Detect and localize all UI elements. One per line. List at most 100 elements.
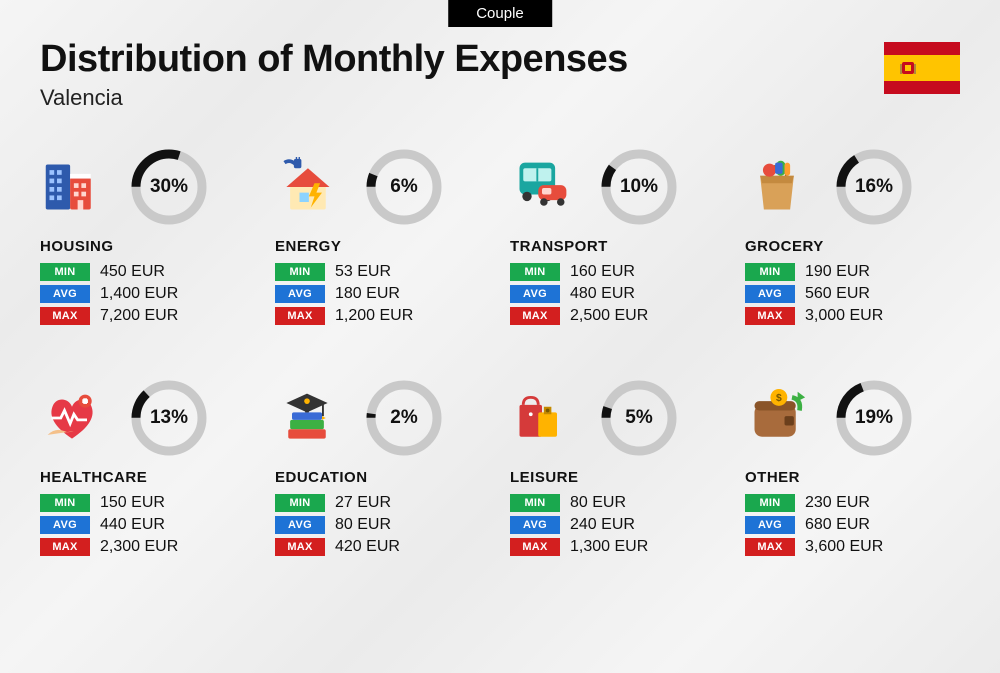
min-badge: MIN [40, 494, 90, 512]
max-row: MAX 3,000 EUR [745, 307, 960, 325]
min-badge: MIN [745, 263, 795, 281]
expense-card: 13% HEALTHCARE MIN 150 EUR AVG 440 EUR M… [40, 379, 255, 560]
min-row: MIN 160 EUR [510, 263, 725, 281]
avg-value: 1,400 EUR [100, 285, 178, 303]
svg-text:$: $ [776, 393, 782, 404]
min-row: MIN 190 EUR [745, 263, 960, 281]
category-name: EDUCATION [275, 469, 490, 486]
percentage-donut: 10% [600, 148, 678, 226]
min-value: 27 EUR [335, 494, 391, 512]
expense-card: 30% HOUSING MIN 450 EUR AVG 1,400 EUR MA… [40, 148, 255, 329]
max-row: MAX 2,500 EUR [510, 307, 725, 325]
transport-icon [510, 155, 582, 219]
min-badge: MIN [275, 263, 325, 281]
max-value: 2,300 EUR [100, 538, 178, 556]
min-badge: MIN [745, 494, 795, 512]
page-title: Distribution of Monthly Expenses [40, 38, 960, 81]
category-name: OTHER [745, 469, 960, 486]
percentage-label: 5% [600, 379, 678, 457]
avg-value: 480 EUR [570, 285, 635, 303]
leisure-icon [510, 386, 582, 450]
min-row: MIN 53 EUR [275, 263, 490, 281]
percentage-label: 30% [130, 148, 208, 226]
max-value: 1,200 EUR [335, 307, 413, 325]
percentage-donut: 2% [365, 379, 443, 457]
expense-card: 10% TRANSPORT MIN 160 EUR AVG 480 EUR MA… [510, 148, 725, 329]
max-row: MAX 2,300 EUR [40, 538, 255, 556]
max-row: MAX 3,600 EUR [745, 538, 960, 556]
max-value: 3,000 EUR [805, 307, 883, 325]
category-name: GROCERY [745, 238, 960, 255]
expense-card: 16% GROCERY MIN 190 EUR AVG 560 EUR MAX … [745, 148, 960, 329]
avg-row: AVG 240 EUR [510, 516, 725, 534]
percentage-label: 2% [365, 379, 443, 457]
avg-badge: AVG [40, 516, 90, 534]
min-value: 450 EUR [100, 263, 165, 281]
max-badge: MAX [745, 538, 795, 556]
percentage-donut: 30% [130, 148, 208, 226]
min-row: MIN 450 EUR [40, 263, 255, 281]
percentage-donut: 6% [365, 148, 443, 226]
max-value: 420 EUR [335, 538, 400, 556]
avg-row: AVG 180 EUR [275, 285, 490, 303]
education-icon [275, 386, 347, 450]
avg-badge: AVG [275, 285, 325, 303]
avg-badge: AVG [275, 516, 325, 534]
min-row: MIN 150 EUR [40, 494, 255, 512]
housing-icon [40, 155, 112, 219]
percentage-label: 10% [600, 148, 678, 226]
max-badge: MAX [40, 307, 90, 325]
avg-row: AVG 560 EUR [745, 285, 960, 303]
min-value: 230 EUR [805, 494, 870, 512]
healthcare-icon [40, 386, 112, 450]
avg-badge: AVG [510, 285, 560, 303]
category-name: HEALTHCARE [40, 469, 255, 486]
header: Distribution of Monthly Expenses Valenci… [40, 38, 960, 111]
max-badge: MAX [510, 538, 560, 556]
other-icon: $ [745, 386, 817, 450]
avg-row: AVG 480 EUR [510, 285, 725, 303]
max-badge: MAX [40, 538, 90, 556]
min-row: MIN 27 EUR [275, 494, 490, 512]
percentage-donut: 16% [835, 148, 913, 226]
min-value: 150 EUR [100, 494, 165, 512]
min-badge: MIN [275, 494, 325, 512]
household-tab: Couple [448, 0, 552, 27]
avg-row: AVG 680 EUR [745, 516, 960, 534]
avg-value: 240 EUR [570, 516, 635, 534]
max-value: 3,600 EUR [805, 538, 883, 556]
percentage-label: 13% [130, 379, 208, 457]
category-name: HOUSING [40, 238, 255, 255]
min-value: 80 EUR [570, 494, 626, 512]
expense-card: 5% LEISURE MIN 80 EUR AVG 240 EUR MAX 1,… [510, 379, 725, 560]
expense-card: $ 19% OTHER MIN 230 EUR AVG 680 EUR MAX … [745, 379, 960, 560]
max-badge: MAX [275, 307, 325, 325]
avg-row: AVG 1,400 EUR [40, 285, 255, 303]
category-name: LEISURE [510, 469, 725, 486]
avg-badge: AVG [745, 516, 795, 534]
max-value: 2,500 EUR [570, 307, 648, 325]
min-row: MIN 230 EUR [745, 494, 960, 512]
min-badge: MIN [40, 263, 90, 281]
avg-row: AVG 440 EUR [40, 516, 255, 534]
category-name: TRANSPORT [510, 238, 725, 255]
avg-badge: AVG [510, 516, 560, 534]
max-row: MAX 420 EUR [275, 538, 490, 556]
avg-row: AVG 80 EUR [275, 516, 490, 534]
category-name: ENERGY [275, 238, 490, 255]
percentage-donut: 5% [600, 379, 678, 457]
max-badge: MAX [510, 307, 560, 325]
min-badge: MIN [510, 263, 560, 281]
max-row: MAX 1,200 EUR [275, 307, 490, 325]
avg-value: 440 EUR [100, 516, 165, 534]
city-subtitle: Valencia [40, 85, 960, 111]
min-row: MIN 80 EUR [510, 494, 725, 512]
avg-value: 80 EUR [335, 516, 391, 534]
avg-value: 680 EUR [805, 516, 870, 534]
percentage-label: 16% [835, 148, 913, 226]
max-value: 7,200 EUR [100, 307, 178, 325]
min-badge: MIN [510, 494, 560, 512]
avg-badge: AVG [745, 285, 795, 303]
avg-value: 180 EUR [335, 285, 400, 303]
expense-card: 6% ENERGY MIN 53 EUR AVG 180 EUR MAX 1,2… [275, 148, 490, 329]
